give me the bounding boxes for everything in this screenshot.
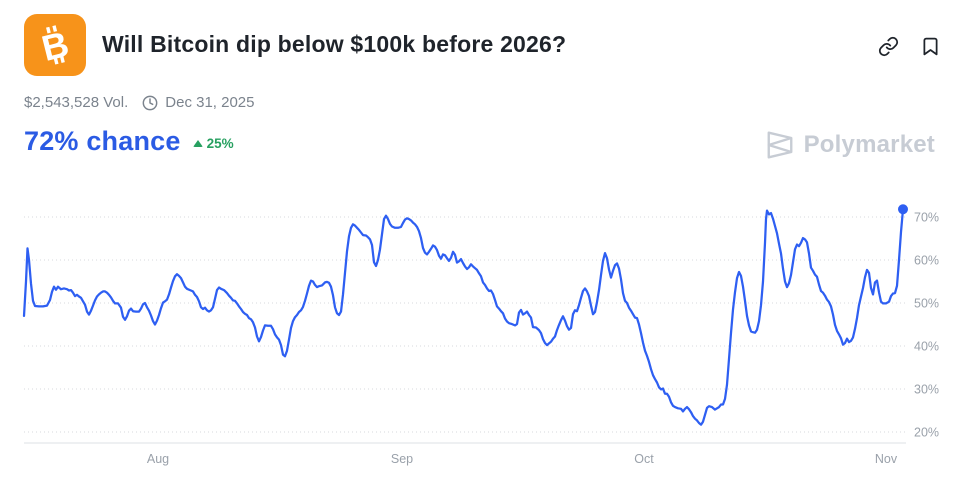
market-meta: $2,543,528 Vol. Dec 31, 2025 [24, 94, 255, 111]
bookmark-icon[interactable] [920, 36, 941, 57]
polymarket-wordmark: Polymarket [803, 131, 935, 158]
probability-line[interactable] [22, 208, 905, 426]
chance-row: 72% chance 25% [24, 126, 234, 157]
y-axis-tick-label: 50% [914, 297, 939, 311]
volume-label: $2,543,528 Vol. [24, 94, 129, 111]
y-axis-tick-label: 40% [914, 340, 939, 354]
y-axis-tick-label: 30% [914, 383, 939, 397]
page-title: Will Bitcoin dip below $100k before 2026… [102, 31, 567, 57]
x-axis-tick-label: Aug [147, 452, 169, 466]
link-icon[interactable] [878, 36, 899, 57]
bitcoin-market-icon: B [24, 14, 86, 76]
chance-delta-value: 25% [206, 136, 234, 151]
chance-value: 72% chance [24, 126, 181, 156]
svg-text:B: B [38, 23, 73, 67]
x-axis-tick-label: Sep [391, 452, 413, 466]
clock-icon [142, 95, 158, 110]
y-axis-tick-label: 20% [914, 426, 939, 440]
end-date-label: Dec 31, 2025 [165, 94, 255, 111]
y-axis-tick-label: 70% [914, 211, 939, 225]
x-axis-tick-label: Oct [634, 452, 654, 466]
bitcoin-logo-icon: B [38, 23, 73, 67]
header-actions [878, 36, 941, 57]
triangle-up-icon [192, 140, 203, 147]
line-chart-canvas[interactable]: 70% 60% 50% 40% 30% 20% Aug Sep Oct Nov [0, 190, 977, 476]
last-price-dot [898, 204, 908, 215]
probability-chart[interactable]: 70% 60% 50% 40% 30% 20% Aug Sep Oct Nov [0, 190, 977, 476]
x-axis-tick-label: Nov [875, 452, 898, 466]
y-axis-tick-label: 60% [914, 254, 939, 268]
polymarket-watermark: Polymarket [765, 130, 935, 160]
chance-delta: 25% [192, 136, 234, 151]
polymarket-logo-icon [767, 131, 793, 159]
